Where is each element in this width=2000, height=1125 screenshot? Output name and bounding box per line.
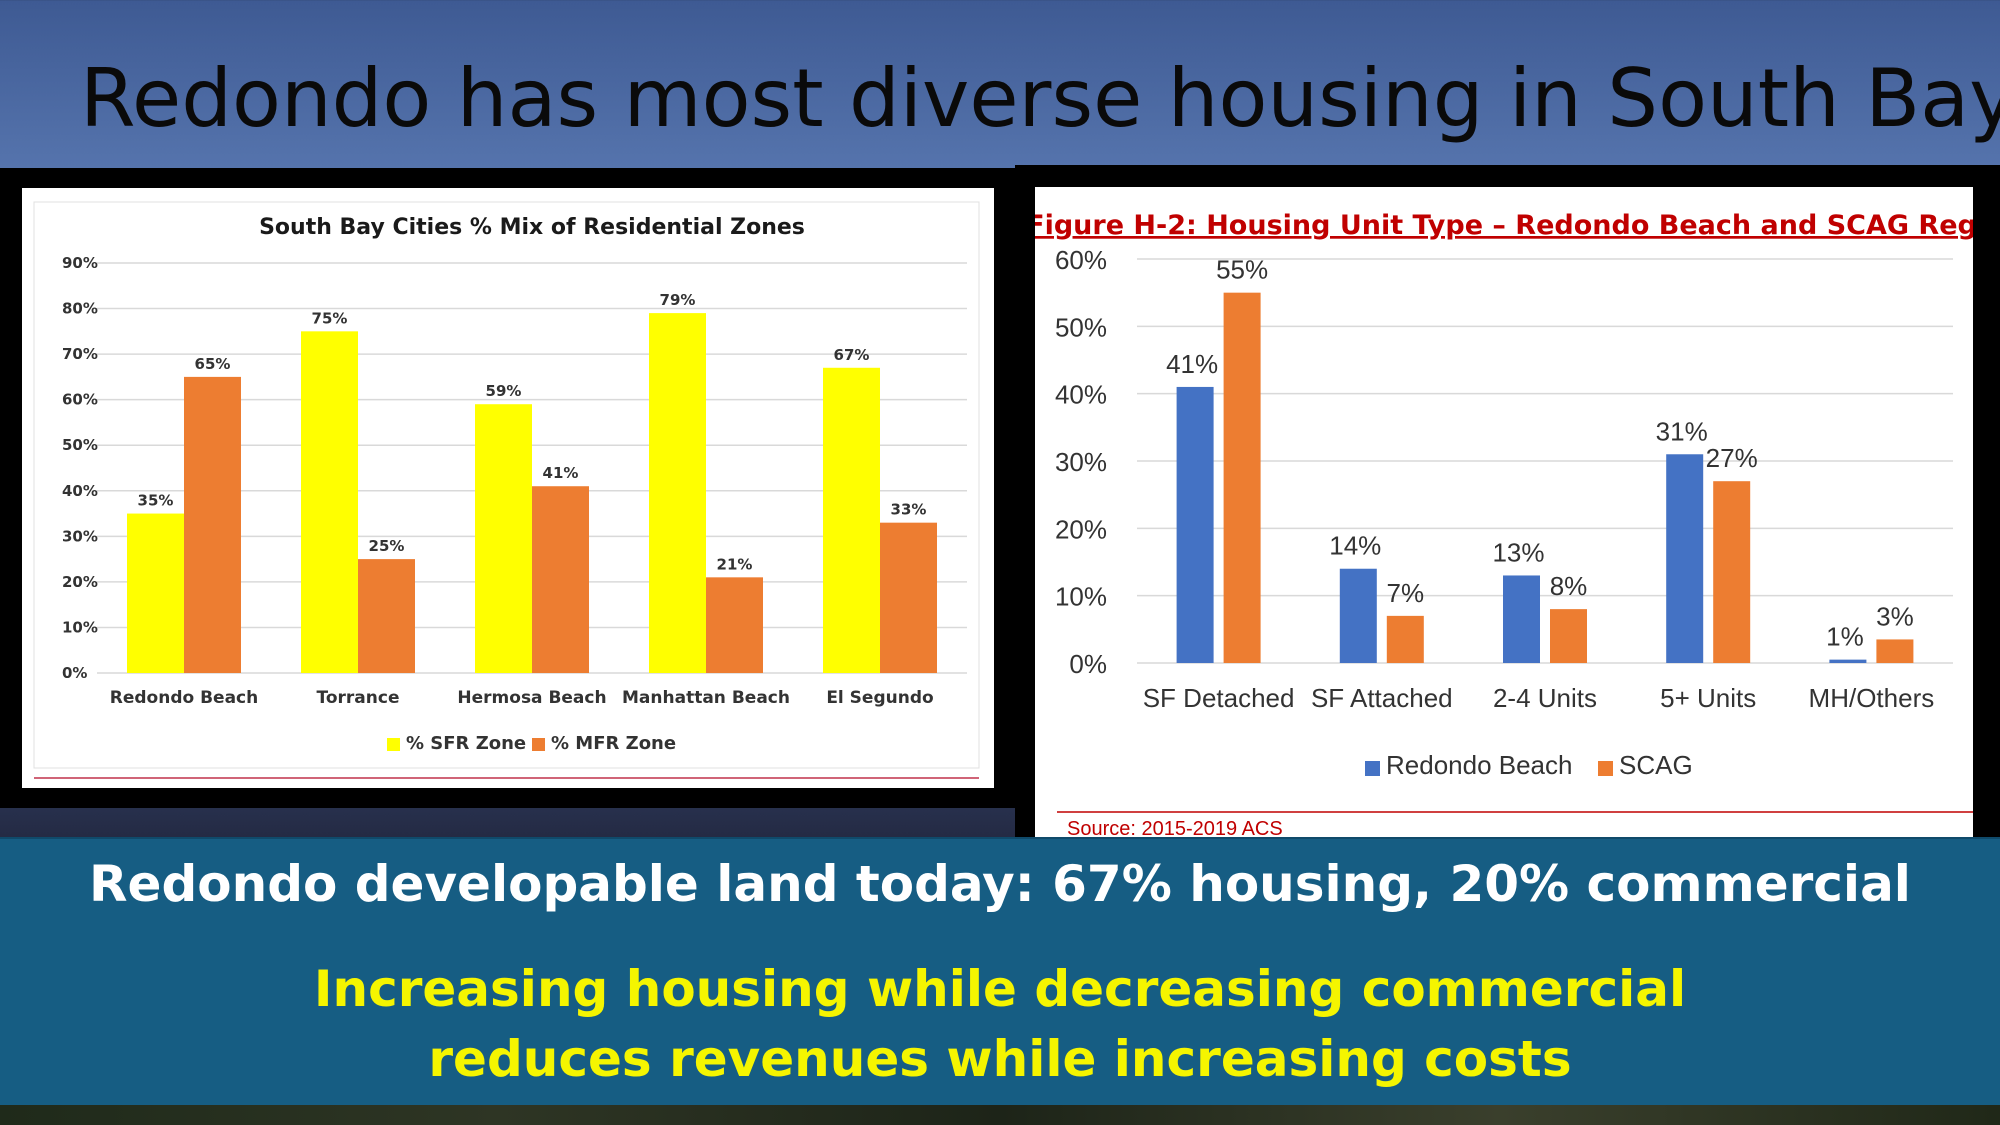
- legend-label: % MFR Zone: [551, 733, 676, 754]
- bar: [1876, 639, 1914, 663]
- x-category-label: 5+ Units: [1660, 683, 1756, 713]
- data-label: 7%: [1387, 578, 1425, 608]
- y-tick-label: 70%: [62, 345, 98, 363]
- bar: [649, 313, 706, 673]
- bar: [475, 404, 532, 673]
- data-label: 13%: [1492, 537, 1544, 567]
- message-banner: [0, 837, 2000, 1107]
- legend-swatch: [1365, 761, 1380, 776]
- bar: [1386, 615, 1424, 663]
- bar: [1550, 609, 1587, 663]
- y-tick-label: 30%: [1055, 447, 1107, 477]
- slide-title: Redondo has most diverse housing in Sout…: [80, 52, 2000, 145]
- y-tick-label: 10%: [1055, 582, 1107, 612]
- bar: [706, 577, 763, 673]
- legend-swatch: [1598, 761, 1613, 776]
- data-label: 55%: [1216, 255, 1268, 285]
- y-tick-label: 40%: [62, 482, 98, 500]
- x-category-label: Redondo Beach: [110, 688, 258, 708]
- y-tick-label: 10%: [62, 618, 98, 636]
- y-tick-label: 50%: [1055, 312, 1107, 342]
- x-category-label: SF Attached: [1311, 683, 1453, 713]
- legend-label: % SFR Zone: [406, 733, 526, 754]
- y-tick-label: 20%: [1055, 514, 1107, 544]
- housing-unit-type-chart: Figure H-2: Housing Unit Type – Redondo …: [1035, 210, 1973, 837]
- banner-message-line-2: reduces revenues while increasing costs: [428, 1030, 1572, 1088]
- x-category-label: Torrance: [317, 688, 400, 708]
- y-tick-label: 30%: [62, 527, 98, 545]
- x-category-label: Manhattan Beach: [622, 688, 790, 708]
- banner-headline: Redondo developable land today: 67% hous…: [89, 855, 1911, 913]
- y-tick-label: 90%: [62, 254, 98, 272]
- bar: [1503, 575, 1540, 663]
- data-label: 65%: [195, 355, 231, 373]
- data-label: 27%: [1706, 443, 1758, 473]
- legend-label: Redondo Beach: [1386, 750, 1572, 780]
- banner-message-line-1: Increasing housing while decreasing comm…: [313, 960, 1687, 1018]
- y-tick-label: 0%: [62, 664, 87, 682]
- bar: [1666, 454, 1704, 663]
- south-bay-zones-chart: South Bay Cities % Mix of Residential Zo…: [33, 201, 980, 779]
- data-label: 31%: [1656, 416, 1708, 446]
- x-category-label: MH/Others: [1809, 683, 1935, 713]
- legend-label: SCAG: [1619, 750, 1693, 780]
- data-label: 59%: [486, 382, 522, 400]
- legend-swatch: [532, 738, 545, 751]
- y-tick-label: 60%: [1055, 245, 1107, 275]
- bar: [301, 331, 358, 673]
- bar: [880, 522, 937, 673]
- chart-title: Figure H-2: Housing Unit Type – Redondo …: [1035, 210, 1973, 241]
- bar: [127, 513, 184, 673]
- bar: [184, 376, 241, 673]
- right-chart-panel: Figure H-2: Housing Unit Type – Redondo …: [1035, 187, 1973, 837]
- data-label: 41%: [1166, 349, 1218, 379]
- bar: [358, 559, 415, 673]
- bar: [1176, 386, 1214, 663]
- plot-area-border: [33, 201, 980, 769]
- y-tick-label: 0%: [1069, 649, 1107, 679]
- source-note: Source: 2015-2019 ACS: [1067, 818, 1283, 837]
- data-label: 41%: [543, 464, 579, 482]
- data-label: 35%: [138, 492, 174, 510]
- y-tick-label: 50%: [62, 436, 98, 454]
- bottom-scenery-strip: [0, 1105, 2000, 1125]
- data-label: 8%: [1550, 571, 1588, 601]
- data-label: 75%: [312, 309, 348, 327]
- y-tick-label: 60%: [62, 391, 98, 409]
- bar: [1339, 568, 1377, 663]
- y-tick-label: 40%: [1055, 380, 1107, 410]
- bar: [1223, 292, 1261, 663]
- data-label: 79%: [660, 291, 696, 309]
- data-label: 14%: [1329, 531, 1381, 561]
- bar: [1829, 659, 1867, 663]
- bar: [823, 367, 880, 673]
- y-tick-label: 80%: [62, 300, 98, 318]
- data-label: 3%: [1876, 601, 1914, 631]
- x-category-label: El Segundo: [826, 688, 933, 708]
- chart-title: South Bay Cities % Mix of Residential Zo…: [259, 215, 805, 240]
- data-label: 25%: [369, 537, 405, 555]
- bar: [532, 486, 589, 673]
- data-label: 1%: [1826, 622, 1864, 652]
- data-label: 67%: [834, 346, 870, 364]
- left-chart-panel: South Bay Cities % Mix of Residential Zo…: [22, 188, 994, 788]
- legend-swatch: [387, 738, 400, 751]
- data-label: 21%: [717, 555, 753, 573]
- bar: [1713, 481, 1751, 663]
- x-category-label: Hermosa Beach: [457, 688, 606, 708]
- data-label: 33%: [891, 501, 927, 519]
- x-category-label: 2-4 Units: [1493, 683, 1597, 713]
- x-category-label: SF Detached: [1143, 683, 1295, 713]
- y-tick-label: 20%: [62, 573, 98, 591]
